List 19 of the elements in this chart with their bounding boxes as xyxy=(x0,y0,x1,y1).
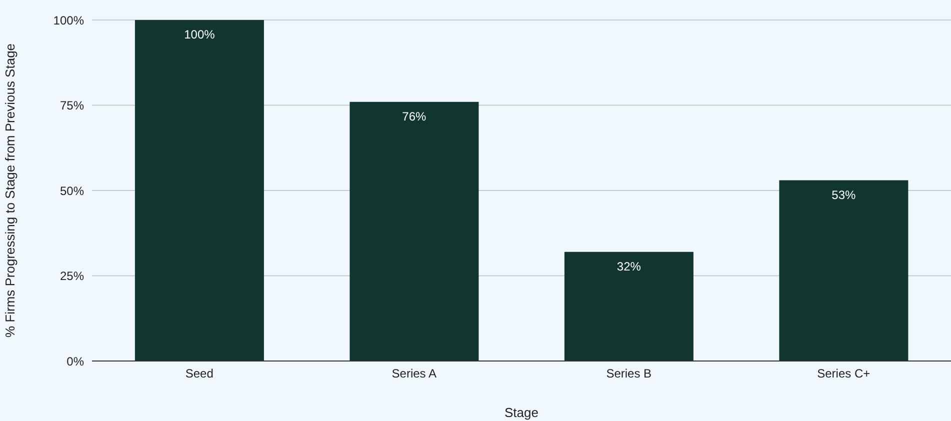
bar xyxy=(134,20,264,361)
data-label: 100% xyxy=(184,28,216,42)
y-axis-title: % Firms Progressing to Stage from Previous Stage xyxy=(2,43,18,338)
y-tick-label: 25% xyxy=(60,269,84,284)
bar xyxy=(779,180,908,361)
y-tick-label: 100% xyxy=(53,13,84,28)
data-label: 76% xyxy=(402,109,427,124)
y-tick-label: 75% xyxy=(60,98,84,113)
x-tick-label: Series A xyxy=(392,366,436,381)
x-tick-label: Series C+ xyxy=(817,366,870,381)
data-label: 32% xyxy=(616,259,642,274)
x-tick-label: Seed xyxy=(185,366,214,381)
x-axis-title: Stage xyxy=(504,405,538,420)
bar xyxy=(564,252,694,361)
bar xyxy=(350,102,479,361)
y-tick-label: 0% xyxy=(66,354,84,368)
data-label: 53% xyxy=(832,188,856,202)
y-tick-label: 50% xyxy=(60,184,84,198)
x-tick-label: Series B xyxy=(606,366,652,381)
